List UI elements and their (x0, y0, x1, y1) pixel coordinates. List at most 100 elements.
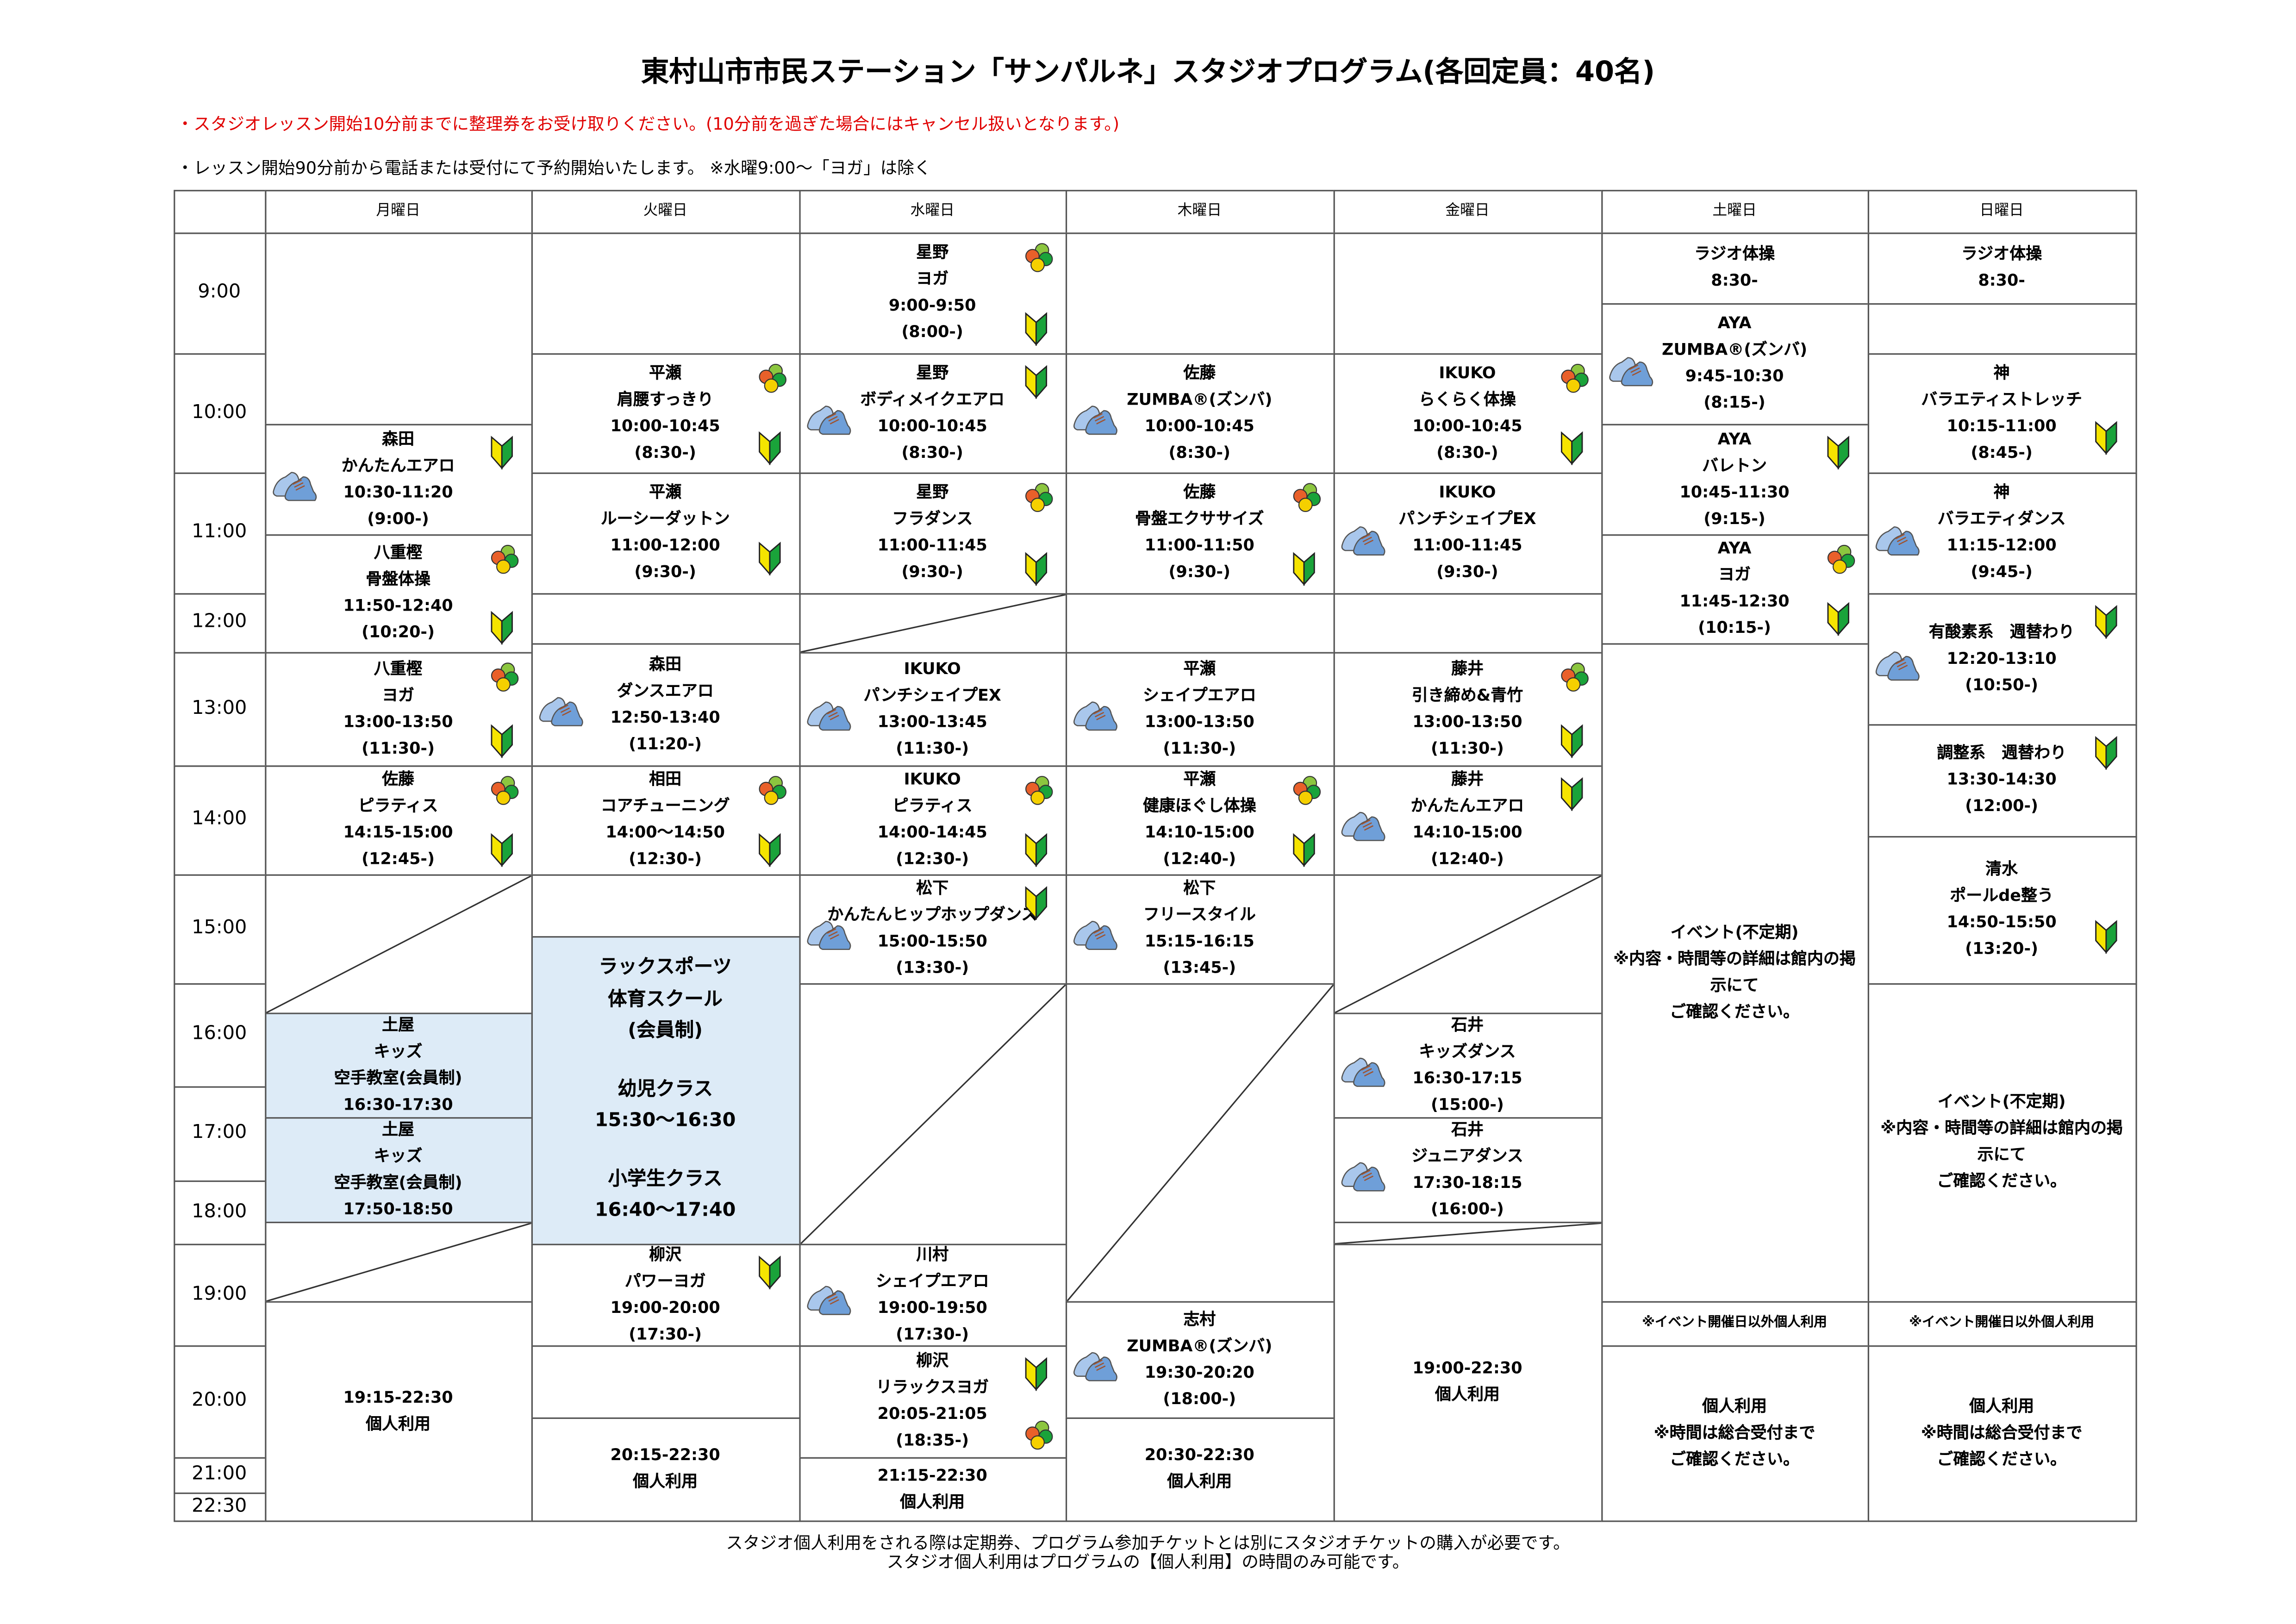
program-line: ※イベント開催日以外個人利用 (1909, 1316, 2095, 1331)
program-line: バレトン (1702, 456, 1767, 475)
shoe-icon (270, 468, 320, 512)
program-line: 個人利用 (1702, 1396, 1767, 1416)
footer-note-2: スタジオ個人利用はプログラムの【個人利用】の時間のみ可能です。 (886, 1551, 1410, 1572)
program-line: バラエティダンス (1937, 509, 2066, 529)
program-slot: 佐藤 ZUMBA®(ズンバ) 10:00-10:45 (8:30-) (1065, 352, 1335, 474)
program-line: かんたんエアロ (1410, 796, 1524, 816)
diagonal-line (800, 984, 1065, 1243)
beginner-mark-icon (1023, 363, 1047, 407)
program-line: 15:15-16:15 (1144, 931, 1254, 951)
program-line: 20:05-21:05 (877, 1404, 987, 1424)
program-line: ラジオ体操 (1961, 244, 2042, 264)
program-line: (9:30-) (1168, 562, 1231, 581)
beginner-mark-icon (1826, 600, 1849, 643)
program-line: 15:00-15:50 (877, 931, 987, 951)
program-line: 11:00-12:00 (610, 536, 720, 555)
empty-slot (1065, 592, 1335, 653)
program-line: ZUMBA®(ズンバ) (1127, 1336, 1273, 1355)
program-line: 9:45-10:30 (1685, 366, 1784, 386)
program-line: 健康ほぐし体操 (1142, 796, 1256, 816)
clover-icon (1023, 242, 1053, 281)
program-slot: 森田 かんたんエアロ 10:30-11:20 (9:00-) (264, 423, 532, 535)
empty-slot (530, 231, 800, 354)
shoe-icon (1873, 522, 1923, 566)
day-header: 火曜日 (530, 189, 800, 233)
program-slot: ※イベント開催日以外個人利用 (1600, 1300, 1869, 1346)
program-line: 14:15-15:00 (343, 823, 453, 842)
program-line: 幼児クラス (618, 1078, 713, 1101)
program-line: IKUKO (904, 769, 961, 789)
time-label: 11:00 (173, 472, 266, 594)
clover-icon (489, 544, 519, 582)
program-line: ※イベント開催日以外個人利用 (1642, 1316, 1827, 1331)
program-slot: 八重樫 ヨガ 13:00-13:50 (11:30-) (264, 651, 532, 766)
program-line: 藤井 (1451, 658, 1484, 678)
program-line: (8:30-) (1168, 442, 1231, 462)
shoe-icon (1339, 808, 1389, 852)
shoe-icon (537, 693, 586, 737)
clover-icon (1292, 775, 1321, 813)
diagonal-line (1334, 1223, 1600, 1243)
shoe-icon (1071, 698, 1121, 742)
program-line: パンチシェイプEX (1398, 509, 1536, 529)
program-line: (9:15-) (1703, 508, 1766, 528)
program-line: (10:50-) (1965, 675, 2039, 694)
program-slot: ラックスポーツ 体育スクール (会員制) 幼児クラス 15:30～16:30 小学生クラス… (530, 935, 800, 1245)
program-slot: 八重樫 骨盤体操 11:50-12:40 (10:20-) (264, 533, 532, 653)
page-title: 東村山市市民ステーション「サンパルネ」スタジオプログラム(各回定員：40名) (641, 56, 1655, 88)
closed-slot (798, 592, 1067, 653)
empty-slot (1333, 592, 1602, 653)
program-line: イベント(不定期) (1937, 1092, 2066, 1112)
program-line: ラジオ体操 (1694, 244, 1775, 264)
program-line: 21:15-22:30 (877, 1465, 987, 1485)
beginner-mark-icon (1292, 550, 1315, 593)
diagonal-line (266, 875, 530, 1012)
program-slot: 神バラエティダンス 11:15-12:00 (9:45-) (1867, 472, 2137, 594)
diagonal-line (800, 594, 1065, 651)
program-line: (12:00-) (1965, 796, 2039, 816)
shoe-icon (805, 1283, 855, 1327)
program-slot: AYA バレトン 10:45-11:30 (9:15-) (1600, 423, 1869, 535)
program-line: らくらく体操 (1419, 389, 1516, 409)
program-line: 骨盤体操 (366, 569, 431, 589)
program-line: (8:15-) (1703, 393, 1766, 412)
program-line: (8:30-) (1436, 442, 1498, 462)
program-line: 11:15-12:00 (1947, 536, 2057, 555)
beginner-mark-icon (1023, 1355, 1047, 1399)
program-line: ヨガ (916, 269, 949, 289)
program-line: 引き締め&青竹 (1411, 685, 1523, 705)
clover-icon (1023, 775, 1053, 813)
program-line: 10:30-11:20 (343, 482, 453, 501)
program-line: ※内容・時間等の詳細は館内の掲示にて (1880, 1118, 2123, 1164)
day-header: 月曜日 (264, 189, 532, 233)
day-header: 水曜日 (798, 189, 1067, 233)
program-line: AYA (1717, 313, 1752, 333)
program-line: 20:30-22:30 (1144, 1445, 1254, 1465)
program-line: (18:35-) (896, 1430, 969, 1450)
beginner-mark-icon (2094, 918, 2117, 962)
program-line: 10:00-10:45 (877, 416, 987, 435)
program-line: ピラティス (892, 796, 973, 816)
program-line: 佐藤 (1183, 482, 1216, 502)
program-line: 9:00-9:50 (888, 296, 976, 315)
program-line: (11:20-) (629, 733, 702, 753)
diagonal-line (1067, 984, 1333, 1300)
program-slot: AYA ヨガ 11:45-12:30 (10:15-) (1600, 533, 1869, 644)
time-label: 13:00 (173, 651, 266, 766)
program-line: 14:00-14:45 (877, 823, 987, 842)
program-line: かんたんヒップホップダンス (827, 905, 1038, 924)
program-line: 16:40～17:40 (594, 1200, 736, 1222)
program-slot: ラジオ体操 8:30- (1867, 231, 2137, 304)
program-slot: 志村 ZUMBA®(ズンバ) 19:30-20:20 (18:00-) (1065, 1300, 1335, 1418)
program-line: 八重樫 (374, 543, 423, 562)
program-slot: IKUKO パンチシェイプEX 11:00-11:45 (9:30-) (1333, 472, 1602, 594)
empty-slot (264, 231, 532, 425)
beginner-mark-icon (1023, 884, 1047, 928)
program-line: ご確認ください。 (1937, 1171, 2067, 1191)
shoe-icon (805, 917, 855, 961)
empty-slot (530, 874, 800, 937)
program-line: 平瀬 (649, 362, 682, 382)
program-line: ジュニアダンス (1411, 1146, 1523, 1165)
shoe-icon (1071, 917, 1121, 961)
